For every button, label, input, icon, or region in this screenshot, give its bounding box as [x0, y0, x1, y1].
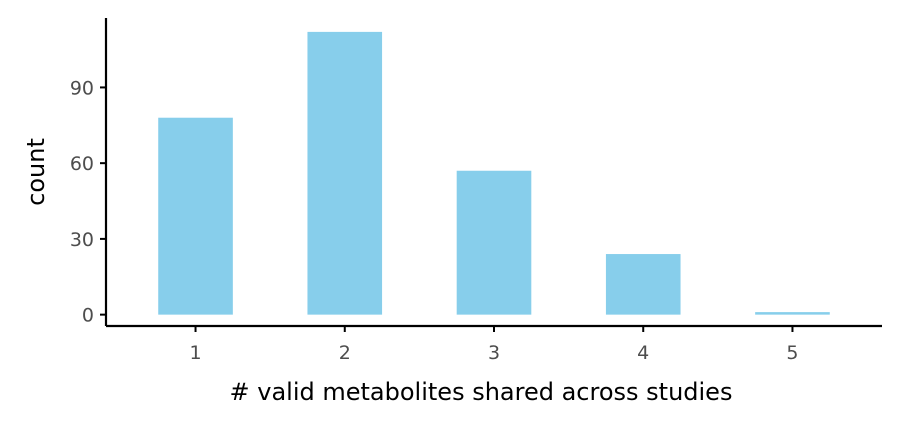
y-tick-label-0: 0 [82, 305, 94, 327]
bar-4 [605, 254, 681, 315]
bar-3 [456, 170, 532, 315]
x-axis-title: # valid metabolites shared across studie… [230, 378, 733, 406]
bars-group [158, 31, 830, 315]
x-axis-ticks: 1 2 3 4 5 [189, 326, 799, 364]
y-axis-ticks: 0 30 60 90 [70, 77, 106, 327]
y-tick-label-90: 90 [70, 77, 94, 99]
x-tick-label-2: 2 [339, 342, 351, 364]
y-tick-label-30: 30 [70, 229, 94, 251]
y-tick-label-60: 60 [70, 153, 94, 175]
x-tick-label-3: 3 [488, 342, 500, 364]
y-axis-title: count [22, 138, 50, 206]
bar-2 [307, 31, 383, 315]
x-tick-label-1: 1 [189, 342, 201, 364]
x-tick-label-4: 4 [637, 342, 649, 364]
bar-1 [158, 117, 233, 315]
x-tick-label-5: 5 [786, 342, 798, 364]
bar-5 [755, 312, 830, 315]
